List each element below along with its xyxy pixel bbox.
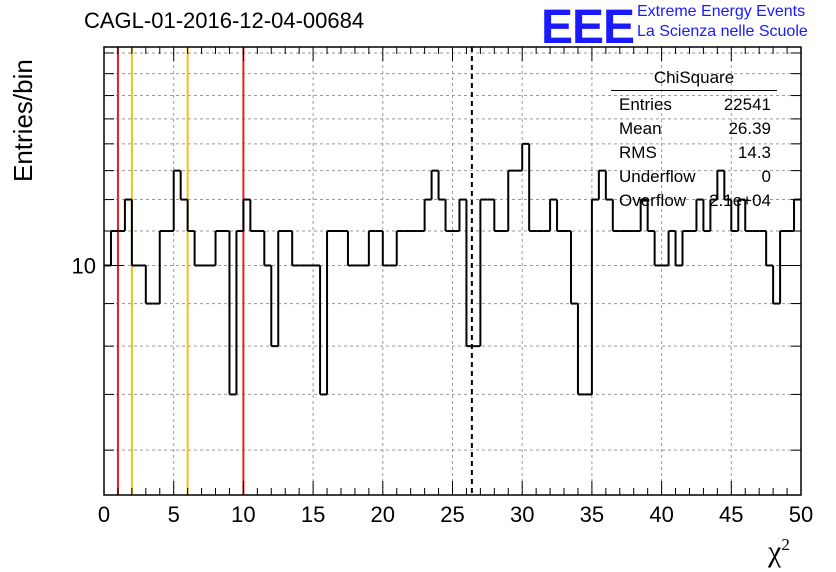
stats-title: ChiSquare <box>611 68 777 91</box>
stats-value: 22541 <box>723 95 771 114</box>
x-axis-label-sup: 2 <box>781 535 790 554</box>
y-tick-label: 10 <box>72 253 96 278</box>
x-tick-label: 25 <box>440 502 464 527</box>
x-tick-label: 0 <box>98 502 110 527</box>
x-tick-label: 10 <box>231 502 255 527</box>
x-tick-label: 5 <box>168 502 180 527</box>
logo-line-2: La Scienza nelle Scuole <box>637 23 808 40</box>
stats-row: Overflow 2.1e+04 <box>611 189 777 213</box>
y-axis-label: Entries/bin <box>8 59 38 182</box>
x-tick-label: 35 <box>580 502 604 527</box>
stats-value: 26.39 <box>728 119 771 138</box>
axes: 0 5 10 15 20 25 30 35 40 45 50 10 <box>72 46 813 527</box>
x-tick-label: 45 <box>719 502 743 527</box>
stats-row: RMS 14.3 <box>611 141 777 165</box>
chart-title: CAGL-01-2016-12-04-00684 <box>84 8 365 33</box>
x-tick-label: 30 <box>510 502 534 527</box>
eee-logo: EEE <box>541 1 635 54</box>
stats-value: 2.1e+04 <box>709 191 771 210</box>
stats-row: Underflow 0 <box>611 165 777 189</box>
stats-key: RMS <box>619 143 657 162</box>
x-axis-label-text: χ <box>768 535 782 568</box>
stats-key: Entries <box>619 95 672 114</box>
stats-key: Mean <box>619 119 662 138</box>
x-tick-label: 50 <box>789 502 813 527</box>
stats-key: Overflow <box>619 191 687 210</box>
stats-box: ChiSquare Entries 22541 Mean 26.39 RMS 14.3… <box>611 68 777 213</box>
x-axis-label: χ2 <box>768 535 790 569</box>
stats-row: Mean 26.39 <box>611 117 777 141</box>
stats-row: Entries 22541 <box>611 93 777 117</box>
reference-lines <box>116 47 473 495</box>
stats-value: 0 <box>761 167 771 186</box>
logo-line-1: Extreme Energy Events <box>637 3 806 20</box>
x-tick-label: 20 <box>371 502 395 527</box>
x-tick-label: 40 <box>649 502 673 527</box>
stats-value: 14.3 <box>737 143 771 162</box>
stats-key: Underflow <box>619 167 696 186</box>
x-tick-label: 15 <box>301 502 325 527</box>
